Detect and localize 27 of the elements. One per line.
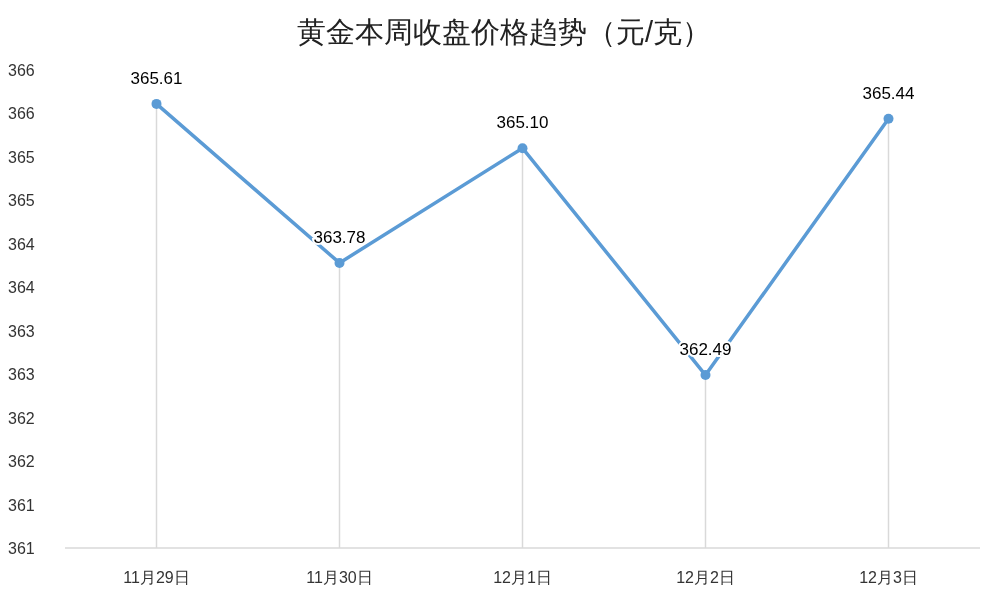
y-tick-label: 365 — [8, 148, 35, 166]
x-tick-label: 11月29日 — [123, 569, 190, 586]
y-tick-label: 366 — [8, 105, 35, 123]
chart-title: 黄金本周收盘价格趋势（元/克） — [296, 16, 712, 48]
y-tick-label: 361 — [8, 540, 35, 557]
y-tick-label: 365 — [8, 192, 35, 210]
text: 365.61 — [130, 68, 183, 88]
y-tick-label: 362 — [8, 453, 35, 471]
y-tick-label: 362 — [8, 409, 35, 427]
point — [151, 98, 162, 109]
point — [883, 113, 894, 124]
y-tick-label: 361 — [8, 496, 35, 514]
x-tick-label: 12月1日 — [493, 569, 552, 586]
y-tick-label: 364 — [8, 279, 35, 297]
y-tick-label: 363 — [8, 322, 35, 340]
text: 363.78 — [313, 227, 366, 247]
text: 365.44 — [862, 83, 915, 103]
point — [334, 257, 345, 268]
text: 365.10 — [496, 113, 549, 133]
y-tick-label: 364 — [8, 235, 35, 253]
x-tick-label: 11月30日 — [306, 569, 373, 586]
y-tick-label: 363 — [8, 366, 35, 384]
x-tick-label: 12月2日 — [676, 569, 735, 586]
point — [700, 370, 711, 381]
point — [517, 143, 528, 154]
y-tick-label: 366 — [8, 62, 35, 79]
x-tick-label: 12月3日 — [859, 569, 918, 586]
